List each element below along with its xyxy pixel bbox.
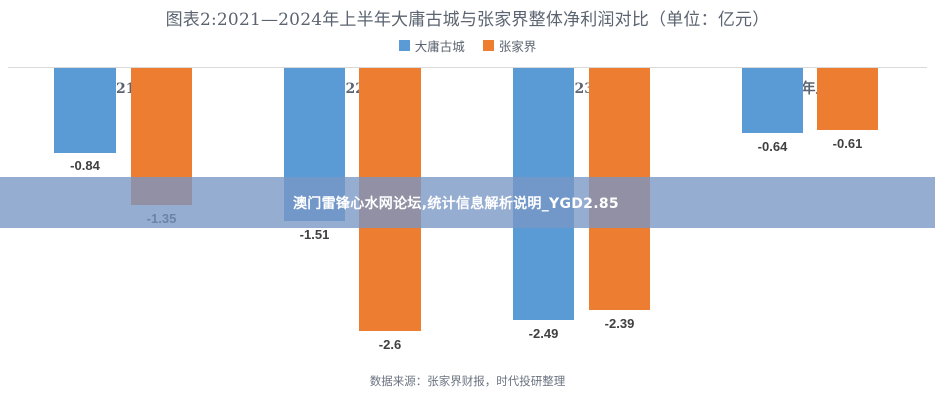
legend-item-daoyong[interactable]: 大庸古城	[398, 36, 465, 55]
bar-value-2022-daoyong: -1.51	[299, 227, 330, 242]
legend-item-zhangjiajie[interactable]: 张家界	[482, 36, 537, 55]
source-note: 数据来源：张家界财报，时代投研整理	[369, 374, 566, 388]
legend-swatch-blue-icon	[398, 40, 410, 51]
bar-value-2024h1-daoyong: -0.64	[757, 139, 788, 154]
bar-value-2022-zhangjiajie: -2.6	[378, 337, 402, 352]
zero-axis-line	[8, 67, 927, 68]
watermark-text: 澳门雷锋心水网论坛,统计信息解析说明_YGD2.85	[293, 195, 619, 212]
legend-swatch-orange-icon	[482, 40, 494, 51]
bar-2024h1-daoyong[interactable]	[742, 68, 803, 133]
bar-value-2023-daoyong: -2.49	[528, 326, 559, 341]
bar-value-2023-zhangjiajie: -2.39	[604, 316, 635, 331]
legend-label-zhangjiajie: 张家界	[498, 39, 537, 54]
bar-value-2021-daoyong: -0.84	[70, 158, 100, 173]
legend-label-daoyong: 大庸古城	[414, 39, 465, 54]
bar-value-2024h1-zhangjiajie: -0.61	[832, 136, 863, 151]
chart-legend: 大庸古城 张家界	[0, 36, 935, 55]
bar-2024h1-zhangjiajie[interactable]	[817, 68, 878, 130]
watermark-overlay-band: 澳门雷锋心水网论坛,统计信息解析说明_YGD2.85	[0, 177, 935, 228]
bar-2021-daoyong[interactable]	[54, 68, 116, 153]
chart-title: 图表2:2021—2024年上半年大庸古城与张家界整体净利润对比（单位：亿元）	[165, 10, 770, 30]
